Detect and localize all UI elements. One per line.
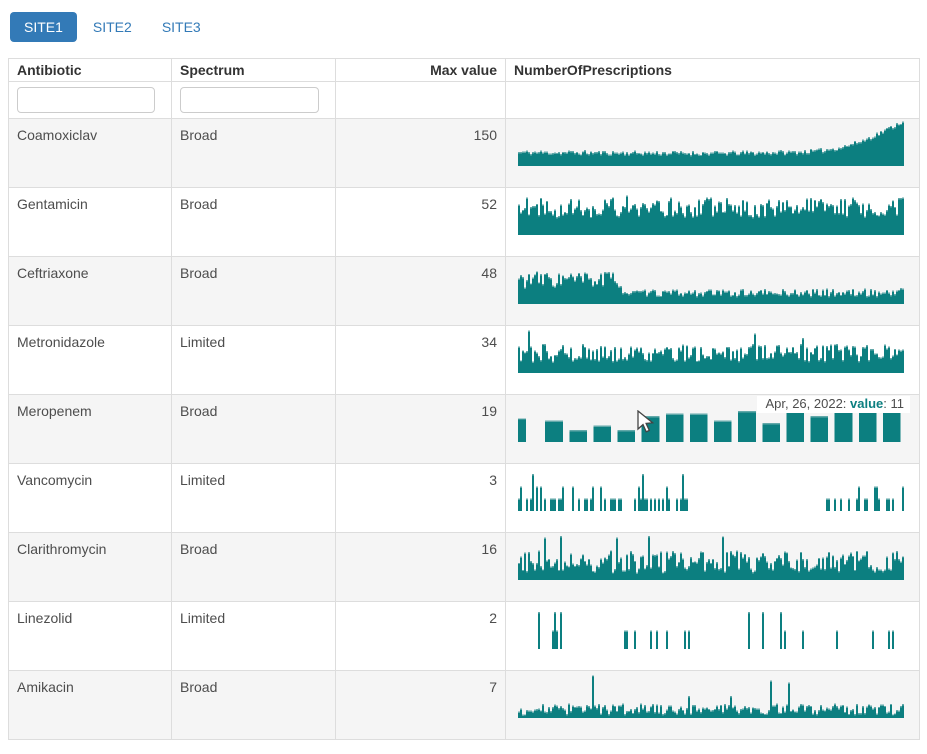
antibiotic-name: Metronidazole <box>8 325 172 395</box>
tooltip-value: : 11 <box>883 396 904 411</box>
max-value: 19 <box>335 394 506 464</box>
column-header-prescriptions[interactable]: NumberOfPrescriptions <box>505 58 920 82</box>
prescriptions-sparkline[interactable] <box>518 604 904 649</box>
spectrum-value: Limited <box>171 463 336 533</box>
table-row: Vancomycin Limited 3 <box>8 463 920 533</box>
spectrum-value: Broad <box>171 532 336 602</box>
prescriptions-sparkline[interactable] <box>518 259 904 304</box>
spectrum-value: Broad <box>171 394 336 464</box>
antibiotics-table: Antibiotic Spectrum Max value NumberOfPr… <box>8 58 920 740</box>
tab-site3[interactable]: SITE3 <box>148 12 215 42</box>
table-row: Meropenem Broad 19 Apr, 26, 2022: value:… <box>8 394 920 464</box>
max-value: 52 <box>335 187 506 257</box>
header-row: Antibiotic Spectrum Max value NumberOfPr… <box>8 58 920 82</box>
tab-site2-label[interactable]: SITE2 <box>92 19 132 35</box>
tab-site2[interactable]: SITE2 <box>79 12 146 42</box>
antibiotic-name: Clarithromycin <box>8 532 172 602</box>
prescriptions-sparkline[interactable] <box>518 121 904 166</box>
column-header-max-value[interactable]: Max value <box>335 58 506 82</box>
mouse-cursor-icon <box>637 410 655 433</box>
antibiotic-name: Vancomycin <box>8 463 172 533</box>
prescriptions-sparkline[interactable] <box>518 328 904 373</box>
max-value: 7 <box>335 670 506 740</box>
filter-row <box>8 81 920 119</box>
antibiotic-filter-input[interactable] <box>17 87 155 113</box>
table-row: Coamoxiclav Broad 150 <box>8 118 920 188</box>
prescriptions-sparkline[interactable] <box>518 190 904 235</box>
spectrum-value: Limited <box>171 325 336 395</box>
prescriptions-sparkline[interactable]: Apr, 26, 2022: value: 11 <box>518 396 910 442</box>
column-header-spectrum[interactable]: Spectrum <box>171 58 336 82</box>
antibiotic-name: Coamoxiclav <box>8 118 172 188</box>
table-row: Clarithromycin Broad 16 <box>8 532 920 602</box>
prescriptions-sparkline[interactable] <box>518 673 904 718</box>
column-header-antibiotic[interactable]: Antibiotic <box>8 58 172 82</box>
spectrum-value: Broad <box>171 256 336 326</box>
spectrum-filter-input[interactable] <box>180 87 319 113</box>
max-value: 2 <box>335 601 506 671</box>
antibiotic-name: Meropenem <box>8 394 172 464</box>
table-row: Amikacin Broad 7 <box>8 670 920 740</box>
table-row: Ceftriaxone Broad 48 <box>8 256 920 326</box>
antibiotic-name: Linezolid <box>8 601 172 671</box>
tab-site1-label[interactable]: SITE1 <box>10 12 77 42</box>
spectrum-value: Broad <box>171 187 336 257</box>
antibiotic-name: Gentamicin <box>8 187 172 257</box>
tooltip-value-label: value <box>850 396 884 411</box>
max-value: 16 <box>335 532 506 602</box>
table-row: Linezolid Limited 2 <box>8 601 920 671</box>
prescriptions-sparkline[interactable] <box>518 535 904 580</box>
tab-site1[interactable]: SITE1 <box>10 12 77 42</box>
max-value: 34 <box>335 325 506 395</box>
prescriptions-sparkline[interactable] <box>518 466 904 511</box>
antibiotic-name: Amikacin <box>8 670 172 740</box>
sparkline-tooltip: Apr, 26, 2022: value: 11 <box>757 396 910 413</box>
max-value: 150 <box>335 118 506 188</box>
spectrum-value: Broad <box>171 118 336 188</box>
tooltip-date: Apr, 26, 2022: <box>765 396 851 411</box>
table-row: Metronidazole Limited 34 <box>8 325 920 395</box>
tab-site3-label[interactable]: SITE3 <box>161 19 201 35</box>
spectrum-value: Broad <box>171 670 336 740</box>
table-row: Gentamicin Broad 52 <box>8 187 920 257</box>
antibiotic-name: Ceftriaxone <box>8 256 172 326</box>
spectrum-value: Limited <box>171 601 336 671</box>
site-tabs: SITE1 SITE2 SITE3 <box>10 12 919 42</box>
max-value: 48 <box>335 256 506 326</box>
max-value: 3 <box>335 463 506 533</box>
